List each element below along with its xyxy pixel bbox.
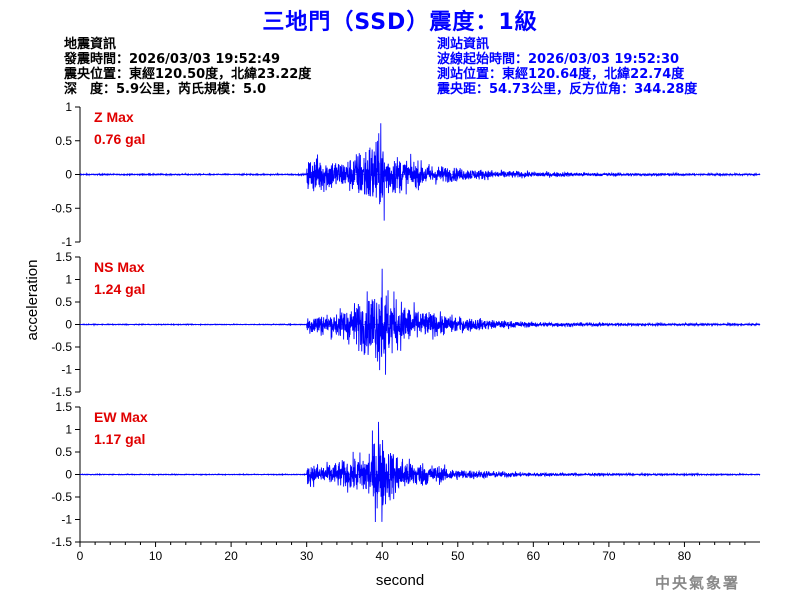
y-tick-label: 0 — [65, 318, 72, 332]
agency-credit: 中央氣象署 — [655, 574, 741, 592]
peak-value-z: 0.76 gal — [94, 131, 145, 147]
y-tick-label: -0.5 — [51, 201, 72, 215]
y-tick-label: 1 — [65, 423, 72, 437]
y-axis-title: acceleration — [24, 260, 41, 341]
x-axis-title: second — [376, 572, 424, 589]
epicenter-location: 震央位置：東經120.50度，北緯23.22度 — [64, 67, 312, 82]
waveform-ns — [79, 268, 761, 375]
y-tick-label: -1.5 — [51, 385, 72, 399]
peak-value-ns: 1.24 gal — [94, 281, 145, 297]
wave-start-time: 波線起始時間：2026/03/03 19:52:30 — [437, 52, 680, 67]
peak-label-ew: EW Max — [94, 409, 148, 425]
x-tick-label: 30 — [300, 549, 314, 563]
x-tick-label: 0 — [77, 549, 84, 563]
y-tick-label: -1 — [61, 513, 72, 527]
origin-time: 發震時間：2026/03/03 19:52:49 — [64, 52, 281, 67]
x-tick-label: 40 — [376, 549, 390, 563]
y-tick-label: 1.5 — [55, 400, 72, 414]
waveform-ew — [79, 421, 761, 523]
quake-info-heading: 地震資訊 — [64, 37, 117, 52]
peak-value-ew: 1.17 gal — [94, 431, 145, 447]
y-tick-label: -0.5 — [51, 490, 72, 504]
x-tick-label: 50 — [451, 549, 465, 563]
y-tick-label: 0 — [65, 168, 72, 182]
x-tick-label: 60 — [527, 549, 541, 563]
page-title: 三地門（SSD）震度：1級 — [262, 10, 538, 35]
waveform-z — [79, 123, 761, 221]
station-info-block: 測站資訊 波線起始時間：2026/03/03 19:52:30 測站位置：東經1… — [437, 37, 697, 97]
x-tick-label: 10 — [149, 549, 163, 563]
y-tick-label: -0.5 — [51, 340, 72, 354]
y-tick-label: 0.5 — [55, 134, 72, 148]
x-tick-label: 70 — [602, 549, 616, 563]
y-tick-label: 0.5 — [55, 295, 72, 309]
epicentral-distance: 震央距：54.73公里，反方位角：344.28度 — [437, 82, 698, 97]
y-tick-label: -1.5 — [51, 535, 72, 549]
y-tick-label: 1 — [65, 273, 72, 287]
x-tick-label: 80 — [678, 549, 692, 563]
y-tick-label: 0.5 — [55, 445, 72, 459]
quake-info-block: 地震資訊 發震時間：2026/03/03 19:52:49 震央位置：東經120… — [64, 37, 311, 97]
y-tick-label: 0 — [65, 468, 72, 482]
peak-label-ns: NS Max — [94, 259, 145, 275]
y-tick-label: -1 — [61, 363, 72, 377]
y-tick-label: 1.5 — [55, 250, 72, 264]
y-tick-label: -1 — [61, 235, 72, 249]
station-location: 測站位置：東經120.64度，北緯22.74度 — [437, 67, 685, 82]
y-tick-label: 1 — [65, 100, 72, 114]
x-tick-label: 20 — [224, 549, 238, 563]
depth-magnitude: 深 度：5.9公里，芮氏規模：5.0 — [64, 82, 267, 97]
station-info-heading: 測站資訊 — [437, 37, 490, 52]
peak-label-z: Z Max — [94, 109, 134, 125]
